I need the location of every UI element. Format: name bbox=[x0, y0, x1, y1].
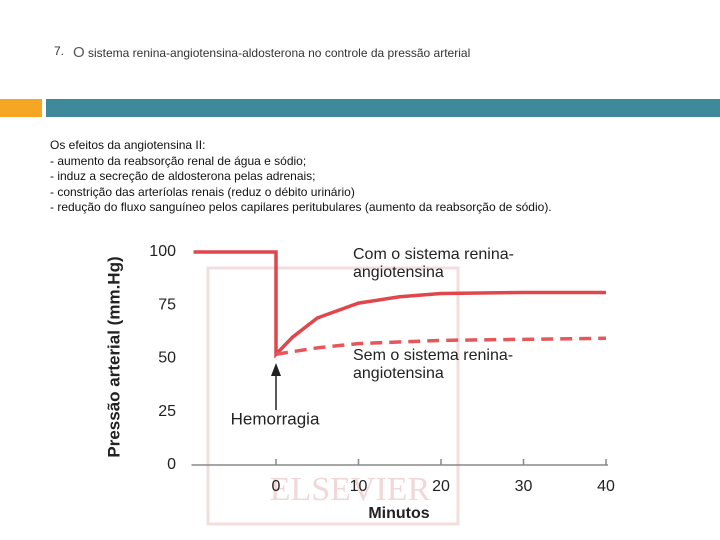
body-line: Os efeitos da angiotensina II: bbox=[50, 138, 206, 152]
x-tick-label: 20 bbox=[432, 478, 450, 495]
header-bar bbox=[46, 99, 720, 117]
series-label: Com o sistema renina-angiotensina bbox=[353, 246, 514, 281]
series-line bbox=[275, 336, 607, 356]
body-line: - aumento da reabsorção renal de água e … bbox=[50, 153, 307, 168]
y-axis-label: Pressão arterial (mm.Hg) bbox=[104, 256, 123, 457]
y-tick-label: 50 bbox=[158, 350, 176, 367]
slide-title: O sistema renina-angiotensina-aldosteron… bbox=[73, 44, 471, 61]
x-tick-label: 30 bbox=[515, 478, 533, 495]
body-text: Os efeitos da angiotensina II: - aumento … bbox=[50, 138, 552, 216]
y-tick-label: 0 bbox=[167, 456, 176, 473]
body-line: - induz a secreção de aldosterona pelas … bbox=[50, 169, 316, 183]
arrow-head bbox=[271, 363, 281, 376]
watermark-frame bbox=[206, 266, 460, 526]
slide-number: 7. bbox=[54, 44, 65, 58]
body-line: - constrição das arteríolas renais (redu… bbox=[50, 184, 355, 199]
annotation: Hemorragia bbox=[231, 409, 320, 428]
accent-bar bbox=[0, 99, 42, 117]
x-tick-label: 10 bbox=[350, 478, 368, 495]
watermark: ELSEVIER bbox=[270, 471, 431, 508]
x-axis-label: Minutos bbox=[368, 505, 429, 522]
x-tick-label: 40 bbox=[597, 478, 615, 495]
y-tick-label: 100 bbox=[149, 243, 176, 260]
x-tick-label: 0 bbox=[272, 478, 281, 495]
series-label: Sem o sistema renina-angiotensina bbox=[353, 347, 514, 382]
y-tick-label: 75 bbox=[158, 296, 176, 313]
body-line: - redução do fluxo sanguíneo pelos capil… bbox=[50, 200, 552, 214]
y-tick-label: 25 bbox=[158, 403, 176, 420]
series-line bbox=[193, 250, 606, 359]
